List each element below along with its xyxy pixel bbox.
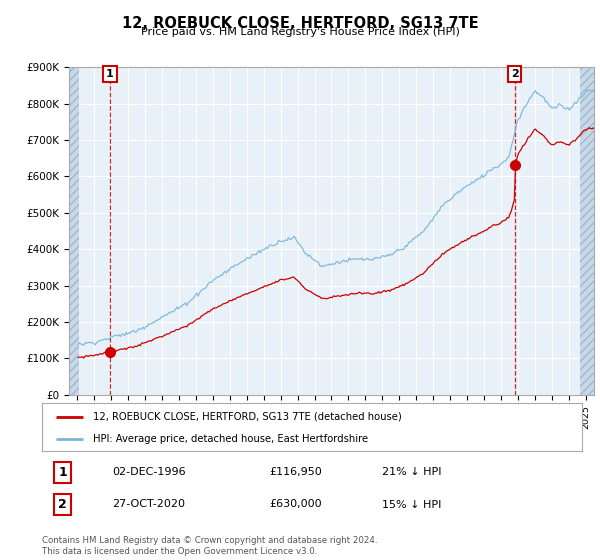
- Text: 2: 2: [58, 498, 67, 511]
- Text: 1: 1: [106, 69, 114, 79]
- Text: Price paid vs. HM Land Registry's House Price Index (HPI): Price paid vs. HM Land Registry's House …: [140, 27, 460, 37]
- Text: 02-DEC-1996: 02-DEC-1996: [112, 468, 186, 477]
- Text: HPI: Average price, detached house, East Hertfordshire: HPI: Average price, detached house, East…: [94, 434, 368, 444]
- Text: 12, ROEBUCK CLOSE, HERTFORD, SG13 7TE: 12, ROEBUCK CLOSE, HERTFORD, SG13 7TE: [122, 16, 478, 31]
- Text: 21% ↓ HPI: 21% ↓ HPI: [382, 468, 442, 477]
- Text: 15% ↓ HPI: 15% ↓ HPI: [382, 500, 442, 510]
- Text: Contains HM Land Registry data © Crown copyright and database right 2024.
This d: Contains HM Land Registry data © Crown c…: [42, 536, 377, 556]
- Text: 12, ROEBUCK CLOSE, HERTFORD, SG13 7TE (detached house): 12, ROEBUCK CLOSE, HERTFORD, SG13 7TE (d…: [94, 412, 402, 422]
- Bar: [580, 67, 594, 395]
- Text: 27-OCT-2020: 27-OCT-2020: [112, 500, 185, 510]
- Text: 2: 2: [511, 69, 518, 79]
- Text: £630,000: £630,000: [269, 500, 322, 510]
- Text: £116,950: £116,950: [269, 468, 322, 477]
- Text: 1: 1: [58, 466, 67, 479]
- Bar: [69, 67, 79, 395]
